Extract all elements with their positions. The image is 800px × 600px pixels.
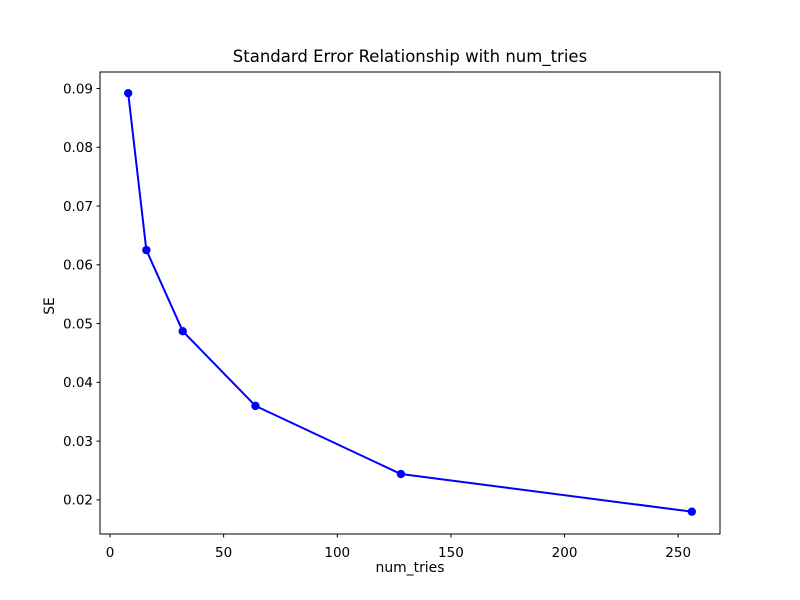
y-tick-label: 0.06 <box>63 258 93 274</box>
axes-spines <box>99 71 721 535</box>
y-tick-label: 0.04 <box>63 375 93 391</box>
x-tick-label: 250 <box>665 545 691 561</box>
series-line <box>127 92 693 513</box>
data-point <box>251 401 260 411</box>
data-point <box>178 327 187 336</box>
y-tick-label: 0.07 <box>63 199 93 215</box>
x-axis-label: num_tries <box>375 560 445 576</box>
y-tick-label: 0.03 <box>63 434 93 450</box>
data-point <box>396 469 406 479</box>
y-tick-label: 0.05 <box>63 316 93 332</box>
x-tick-label: 0 <box>106 545 115 561</box>
y-tick-label: 0.08 <box>63 140 93 156</box>
y-tick-label: 0.02 <box>63 493 93 509</box>
x-tick-label: 100 <box>324 545 350 561</box>
y-tick-label: 0.09 <box>63 81 93 97</box>
data-point <box>142 245 151 255</box>
chart-title: Standard Error Relationship with num_tri… <box>232 47 588 66</box>
x-tick-label: 50 <box>215 545 232 561</box>
x-tick-label: 200 <box>552 545 578 561</box>
data-point <box>123 88 133 98</box>
x-tick-label: 150 <box>438 545 464 561</box>
data-point <box>687 507 697 516</box>
